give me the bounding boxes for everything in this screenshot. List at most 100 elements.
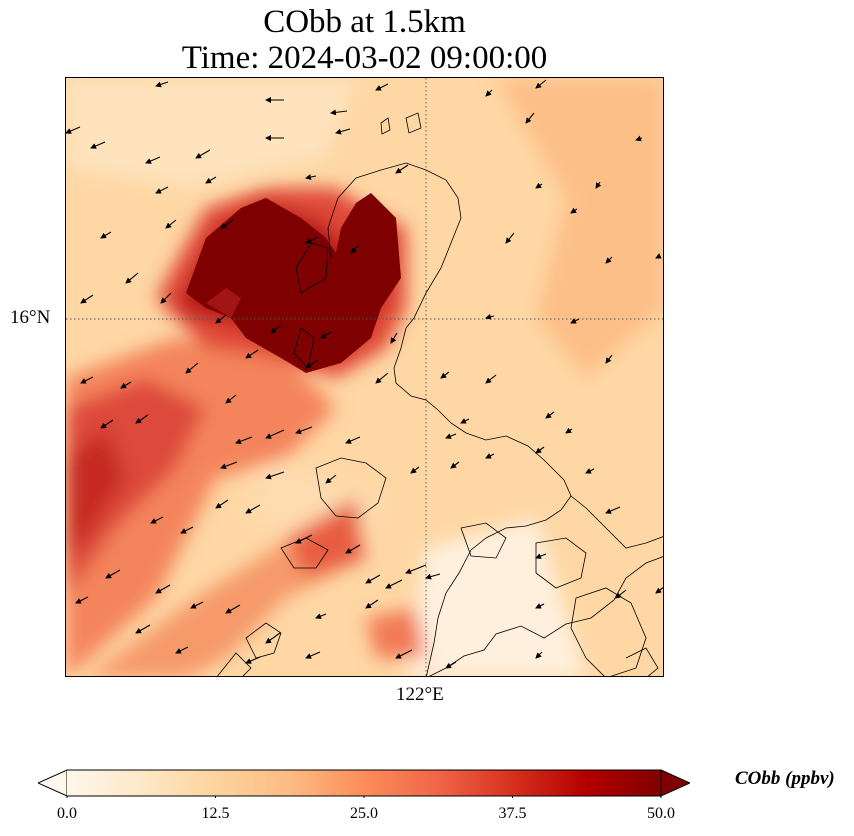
- wind-vector: [535, 446, 545, 454]
- wind-vector: [325, 474, 337, 484]
- wind-vector: [535, 79, 547, 89]
- wind-vector: [535, 182, 543, 189]
- colorbar-tick-4: 50.0: [647, 805, 675, 822]
- east-band: [496, 78, 663, 378]
- colorbar-tick-2: 25.0: [350, 805, 378, 822]
- wind-vector: [545, 411, 555, 419]
- wind-vector: [75, 596, 89, 604]
- max-concentration-area: [186, 193, 401, 373]
- wind-vector: [410, 466, 420, 474]
- wind-vector: [395, 649, 413, 659]
- palawan-tip: [217, 652, 252, 676]
- wind-vector: [120, 381, 132, 389]
- wind-vector: [125, 272, 139, 284]
- wind-vector: [425, 573, 441, 580]
- wind-vector: [485, 374, 497, 384]
- masbate: [535, 537, 587, 589]
- colorbar-extend-min: [38, 769, 68, 797]
- wind-vector: [385, 579, 403, 589]
- wind-vector: [245, 656, 261, 664]
- wind-vector: [365, 599, 379, 609]
- bicol-coast: [570, 495, 663, 549]
- wind-vector: [655, 587, 663, 594]
- wind-vector: [185, 362, 199, 374]
- wind-vector: [265, 471, 285, 480]
- wind-vector: [365, 574, 381, 584]
- wind-vector: [335, 128, 351, 135]
- wind-vector: [525, 112, 535, 124]
- wind-vector: [105, 569, 121, 579]
- wind-vector: [100, 231, 112, 239]
- wind-vector: [155, 81, 169, 88]
- colorbar: [38, 769, 690, 798]
- wind-vector: [270, 324, 282, 334]
- colorbar-label: CObb (ppbv): [735, 768, 835, 789]
- wind-vector: [615, 589, 627, 599]
- wind-vector: [440, 371, 450, 379]
- wind-vector: [245, 349, 259, 359]
- wind-vector: [235, 436, 253, 445]
- wind-vectors: [66, 79, 663, 669]
- wind-vector: [405, 564, 427, 574]
- wind-vector: [305, 174, 317, 180]
- wind-vector: [350, 244, 360, 254]
- colorbar-gradient: [67, 770, 661, 796]
- wind-vector: [375, 372, 389, 384]
- luzon-coast-south: [429, 556, 663, 676]
- wind-vector: [265, 632, 281, 644]
- wind-vector: [535, 603, 545, 609]
- wind-vector: [295, 426, 313, 435]
- visayas-islet: [625, 647, 659, 676]
- wind-vector: [160, 292, 172, 304]
- wind-vector: [265, 429, 285, 439]
- wind-vector: [585, 468, 595, 474]
- colorbar-tick-0: 0.0: [57, 805, 77, 822]
- longitude-tick-label: 122°E: [396, 684, 444, 705]
- wind-vector: [390, 332, 398, 344]
- wind-vector: [135, 414, 149, 424]
- wind-vector: [225, 604, 241, 614]
- map-title-line-1: CObb at 1.5km: [263, 4, 466, 40]
- wind-vector: [155, 186, 169, 194]
- wind-vector: [595, 181, 602, 189]
- wind-vector: [225, 394, 237, 404]
- south-arc-2: [286, 498, 366, 578]
- wind-vector: [90, 141, 106, 149]
- wind-vector: [215, 499, 229, 509]
- wind-vector: [320, 331, 332, 339]
- palawan-north: [245, 622, 282, 659]
- light-region-north: [66, 78, 356, 188]
- wind-vector: [635, 135, 643, 142]
- wind-vector: [245, 504, 261, 514]
- wind-vector: [655, 253, 662, 259]
- wind-vector: [450, 461, 460, 469]
- wind-vector: [175, 646, 189, 654]
- latitude-tick-label: 16°N: [10, 307, 51, 328]
- wind-vector: [570, 318, 580, 324]
- wind-vector: [605, 506, 621, 514]
- wind-vector: [485, 89, 493, 97]
- wind-vector: [150, 516, 164, 524]
- islet-2: [380, 117, 391, 135]
- wind-vector: [485, 453, 495, 459]
- wind-vector: [80, 294, 94, 304]
- wind-vector: [460, 418, 470, 424]
- wind-vector: [485, 313, 495, 320]
- wind-vector: [375, 83, 389, 91]
- wind-vector: [345, 436, 361, 444]
- wind-vector: [155, 584, 171, 594]
- coastlines: [217, 112, 663, 676]
- wind-vector: [395, 164, 409, 174]
- wind-vector: [305, 236, 319, 244]
- wind-vector: [315, 613, 327, 619]
- wind-vector: [205, 176, 217, 184]
- wind-vector: [215, 314, 227, 324]
- colorbar-tick-1: 12.5: [201, 805, 230, 822]
- colorbar-tick-3: 37.5: [498, 805, 527, 822]
- wind-vector: [135, 624, 151, 634]
- west-plume-core: [66, 428, 126, 558]
- core-notch: [206, 288, 241, 318]
- map-canvas: [66, 78, 663, 676]
- wind-vector: [220, 219, 234, 229]
- babuyan-islet: [405, 112, 422, 134]
